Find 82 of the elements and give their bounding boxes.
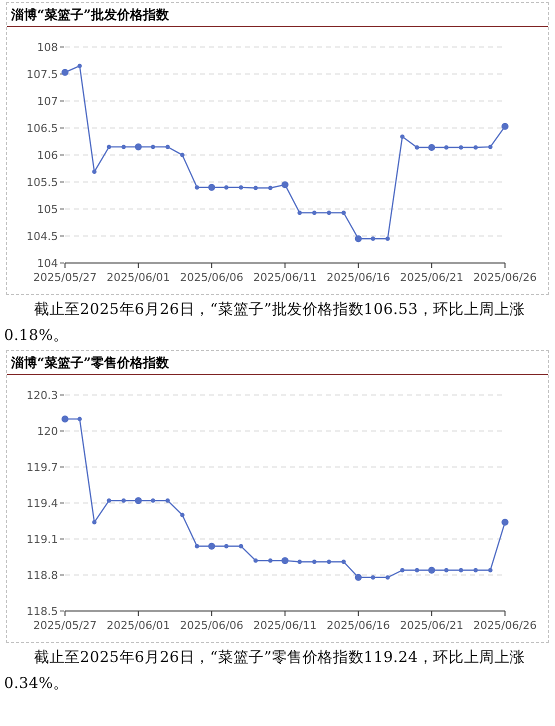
point [268,558,273,563]
y-tick-label: 107.5 [26,68,58,81]
point [297,210,302,215]
point [488,568,493,572]
point [180,512,185,518]
point [194,185,200,190]
y-tick-label: 105.5 [26,176,58,189]
point [458,568,464,572]
point [473,145,478,150]
point [400,568,405,572]
point [385,236,390,241]
x-tick-label: 2025/06/11 [253,271,317,284]
y-tick-label: 119.1 [26,533,58,546]
x-tick-label: 2025/06/06 [180,271,244,284]
point [121,498,126,503]
point [444,568,449,572]
point [370,575,376,580]
text: 截止至2025年6月26日，“菜篮子”零售价格指数119.24，环比上周上涨0.34%。 [4,647,526,694]
point [312,560,317,564]
point [253,186,258,190]
point [238,544,244,548]
point [326,560,332,564]
y-tick-label: 106.5 [26,122,58,135]
point [297,560,302,564]
point [150,144,156,150]
point [106,144,112,150]
y-tick-label: 119.4 [26,497,58,510]
y-tick-label: 120 [37,425,58,438]
point [370,236,376,241]
point [224,185,229,190]
x-tick-label: 2025/05/27 [33,271,97,284]
point [253,558,258,563]
y-tick-label: 105 [37,203,58,216]
point [150,498,156,503]
point [488,144,493,150]
point [400,134,405,139]
point [77,64,82,68]
point [268,186,273,190]
point [312,210,317,215]
x-tick-label: 2025/06/11 [253,619,317,632]
x-tick-label: 2025/06/16 [326,619,390,632]
point [341,210,346,215]
y-tick-label: 106 [37,149,58,162]
point [224,544,229,548]
y-tick-label: 108 [37,41,58,54]
point [194,544,200,548]
x-tick-label: 2025/06/01 [106,619,170,632]
x-tick-label: 2025/06/21 [400,271,464,284]
point [238,185,244,190]
y-tick-label: 119.7 [26,461,58,474]
point [92,520,97,524]
point [385,575,390,580]
x-tick-label: 2025/06/26 [473,271,537,284]
x-tick-label: 2025/06/06 [180,619,244,632]
y-tick-label: 104 [37,257,58,270]
point [121,144,126,150]
x-tick-label: 2025/06/01 [106,271,170,284]
point [414,568,420,572]
point [180,152,185,158]
y-tick-label: 107 [37,95,58,108]
x-tick-label: 2025/06/16 [326,271,390,284]
point [326,210,332,215]
x-tick-label: 2025/06/26 [473,619,537,632]
point [414,145,420,150]
point [165,144,170,150]
point [106,498,112,503]
x-tick-label: 2025/05/27 [33,619,97,632]
point [77,416,82,422]
point [341,560,346,564]
point [458,145,464,150]
y-tick-label: 120.3 [26,389,58,402]
y-tick-label: 118.5 [26,605,58,618]
point [473,568,478,572]
x-tick-label: 2025/06/21 [400,619,464,632]
point [444,145,449,150]
y-tick-label: 104.5 [26,230,58,243]
text: 截止至2025年6月26日，“菜篮子”批发价格指数106.53，环比上周上涨0.18%。 [4,299,526,346]
chart-title: 淄博“菜篮子”零售价格指数 [7,351,548,375]
chart-title: 淄博“菜篮子”批发价格指数 [7,3,548,27]
y-tick-label: 118.8 [26,569,58,582]
point [92,170,97,174]
point [165,498,170,503]
